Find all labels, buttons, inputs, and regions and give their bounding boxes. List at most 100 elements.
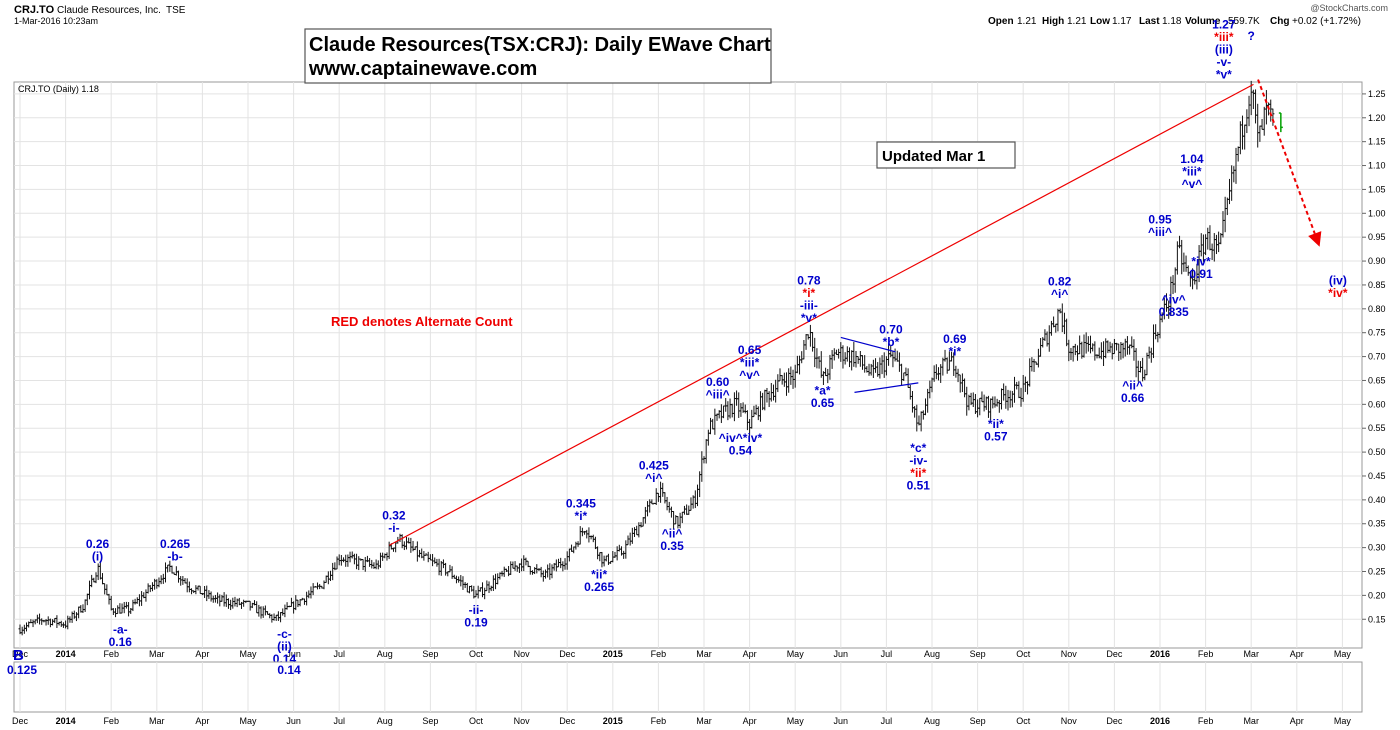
wave-label: 0.345 bbox=[566, 497, 596, 511]
overlay-lines bbox=[389, 79, 1322, 546]
x-tick-label-lower: Apr bbox=[195, 716, 209, 726]
y-tick-label: 1.05 bbox=[1368, 184, 1386, 194]
lower-panel-frame bbox=[13, 661, 1363, 713]
x-tick-label-lower: Dec bbox=[559, 716, 576, 726]
y-tick-label: 0.25 bbox=[1368, 567, 1386, 577]
x-tick-label-lower: Apr bbox=[743, 716, 757, 726]
wave-label: (ii) bbox=[277, 640, 292, 654]
x-tick-label: Oct bbox=[1016, 649, 1031, 659]
ohlc-low-value: 1.17 bbox=[1112, 16, 1132, 27]
y-tick-label: 0.55 bbox=[1368, 423, 1386, 433]
wave-label: 0.265 bbox=[584, 580, 614, 594]
x-tick-label-lower: 2016 bbox=[1150, 716, 1170, 726]
wave-label: ^iii^ bbox=[1148, 225, 1172, 239]
x-tick-label-lower: Jul bbox=[333, 716, 345, 726]
wave-label: ^iii^ bbox=[706, 387, 730, 401]
price-axis: 0.15 0.20 0.25 0.30 0.35 0.40 0.45 0.50 0.55 0.60… bbox=[1362, 89, 1386, 624]
x-tick-label-lower: Aug bbox=[924, 716, 940, 726]
y-tick-label: 1.10 bbox=[1368, 161, 1386, 171]
x-tick-label: Jul bbox=[881, 649, 893, 659]
x-tick-label-lower: May bbox=[239, 716, 257, 726]
x-tick-label: Dec bbox=[12, 649, 29, 659]
triangle-line bbox=[854, 382, 919, 393]
y-tick-label: 0.95 bbox=[1368, 232, 1386, 242]
ohlc-high-label: High bbox=[1042, 16, 1064, 27]
x-tick-label: Aug bbox=[377, 649, 393, 659]
y-tick-label: 0.80 bbox=[1368, 304, 1386, 314]
x-tick-label: Sep bbox=[970, 649, 986, 659]
y-tick-label: 1.00 bbox=[1368, 208, 1386, 218]
x-tick-label-lower: Jun bbox=[286, 716, 301, 726]
triangle-line bbox=[840, 336, 896, 353]
y-tick-label: 1.20 bbox=[1368, 113, 1386, 123]
symbol-label: CRJ.TO bbox=[14, 4, 55, 16]
x-tick-label: Feb bbox=[651, 649, 667, 659]
wave-label: *iv* bbox=[1328, 286, 1348, 300]
x-tick-label-lower: Sep bbox=[422, 716, 438, 726]
x-tick-label: Jul bbox=[333, 649, 345, 659]
x-tick-label-lower: Mar bbox=[149, 716, 165, 726]
price-series bbox=[18, 80, 1283, 636]
ohlc-low-label: Low bbox=[1090, 16, 1110, 27]
x-tick-label: Apr bbox=[195, 649, 209, 659]
x-tick-label: Jun bbox=[286, 649, 301, 659]
lower-panel-label: 0.14 bbox=[277, 663, 301, 677]
x-tick-label-lower: Nov bbox=[1061, 716, 1078, 726]
x-tick-label-lower: Feb bbox=[1198, 716, 1214, 726]
wave-label: -c- bbox=[277, 627, 292, 641]
x-tick-label: Jun bbox=[834, 649, 849, 659]
ohlc-chg-label: Chg bbox=[1270, 16, 1289, 27]
y-tick-label: 0.90 bbox=[1368, 256, 1386, 266]
lower-panel-labels: 0.125 0.14 bbox=[7, 663, 301, 677]
timestamp: 1-Mar-2016 10:23am bbox=[14, 16, 98, 26]
x-tick-label: Mar bbox=[696, 649, 712, 659]
x-tick-label: 2015 bbox=[603, 649, 623, 659]
wave-label: 1.04 bbox=[1180, 152, 1204, 166]
x-tick-label-lower: Mar bbox=[1243, 716, 1259, 726]
y-tick-label: 0.50 bbox=[1368, 447, 1386, 457]
price-grid bbox=[14, 82, 1362, 648]
wave-label: *iii* bbox=[1214, 30, 1234, 44]
wave-label: ^v^ bbox=[739, 368, 760, 382]
wave-label: 0.69 bbox=[943, 332, 967, 346]
alternate-count-note: RED denotes Alternate Count bbox=[331, 314, 513, 329]
x-tick-label-lower: Jul bbox=[881, 716, 893, 726]
wave-label: ^i^ bbox=[1051, 287, 1068, 301]
wave-label: 0.65 bbox=[811, 396, 835, 410]
wave-label: -i- bbox=[388, 521, 399, 535]
chart-title: Claude Resources(TSX:CRJ): Daily EWave C… bbox=[309, 34, 771, 56]
forecast-arrow-line bbox=[1257, 79, 1316, 234]
x-tick-label: Sep bbox=[422, 649, 438, 659]
wave-label: 0.835 bbox=[1159, 305, 1189, 319]
wave-label: -iii- bbox=[800, 298, 818, 312]
y-tick-label: 0.15 bbox=[1368, 614, 1386, 624]
wave-label: *ii* bbox=[591, 567, 607, 581]
wave-label: (iii) bbox=[1215, 42, 1233, 56]
x-tick-label-lower: Aug bbox=[377, 716, 393, 726]
y-tick-label: 1.25 bbox=[1368, 89, 1386, 99]
ohlc-volume-label: Volume bbox=[1185, 16, 1221, 27]
watermark: @StockCharts.com bbox=[1310, 3, 1388, 13]
x-tick-label-lower: Dec bbox=[12, 716, 29, 726]
ohlc-volume-value: 559.7K bbox=[1228, 16, 1260, 27]
wave-label: 0.95 bbox=[1148, 212, 1172, 226]
x-tick-label: Dec bbox=[1106, 649, 1123, 659]
wave-label: 0.265 bbox=[160, 537, 190, 551]
x-tick-label: Feb bbox=[1198, 649, 1214, 659]
wave-label: 0.35 bbox=[660, 539, 684, 553]
wave-annotations: 0.26(i)-a-0.160.265-b--c-(ii)0.140.32-i-… bbox=[86, 17, 1348, 666]
x-tick-label: Oct bbox=[469, 649, 484, 659]
x-tick-label-lower: Oct bbox=[1016, 716, 1031, 726]
lower-panel-grid bbox=[19, 662, 1343, 712]
wave-label: *v* bbox=[1216, 67, 1232, 81]
website-label: www.captainewave.com bbox=[308, 58, 537, 80]
lower-panel-marker: B bbox=[13, 647, 24, 664]
wave-label: 0.51 bbox=[907, 478, 931, 492]
wave-label: *i* bbox=[803, 286, 816, 300]
y-tick-label: 0.30 bbox=[1368, 543, 1386, 553]
x-tick-label: Apr bbox=[743, 649, 757, 659]
y-tick-label: 0.65 bbox=[1368, 375, 1386, 385]
wave-label: *iii* bbox=[740, 356, 760, 370]
exchange-label: TSE bbox=[166, 5, 186, 16]
